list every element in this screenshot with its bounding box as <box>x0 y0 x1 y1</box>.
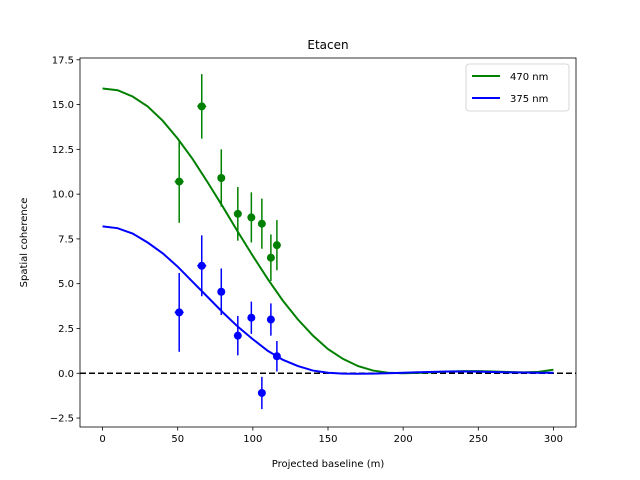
x-tick-label: 50 <box>171 434 184 445</box>
data-point-470nm-5 <box>257 219 266 228</box>
legend: 470 nm 375 nm <box>465 63 570 112</box>
data-point-470nm-4 <box>247 213 256 222</box>
data-points <box>175 102 281 397</box>
data-point-375nm-7 <box>272 352 281 361</box>
data-point-470nm-7 <box>272 241 281 250</box>
x-tick-label: 250 <box>469 434 488 445</box>
y-tick-label: 12.5 <box>52 145 74 156</box>
x-tick-label: 300 <box>544 434 563 445</box>
x-tick-label: 200 <box>394 434 413 445</box>
data-point-375nm-3 <box>233 331 242 340</box>
data-point-470nm-2 <box>217 174 226 183</box>
legend-label-375nm: 375 nm <box>510 94 548 105</box>
data-point-470nm-6 <box>266 253 275 262</box>
data-point-375nm-6 <box>266 315 275 324</box>
chart-title: Etacen <box>307 38 348 52</box>
y-tick-label: 7.5 <box>58 234 74 245</box>
y-axis-ticks: −2.5 0.0 2.5 5.0 7.5 10.0 12.5 15.0 17.5 <box>50 55 80 425</box>
x-axis-label: Projected baseline (m) <box>272 459 385 470</box>
y-tick-label: 2.5 <box>58 324 74 335</box>
data-point-375nm-5 <box>257 388 266 397</box>
x-tick-label: 0 <box>99 434 105 445</box>
x-tick-label: 100 <box>243 434 262 445</box>
y-tick-label: 15.0 <box>52 100 74 111</box>
y-tick-label: −2.5 <box>50 414 74 425</box>
y-tick-label: 10.0 <box>52 190 74 201</box>
model-curves <box>102 87 554 375</box>
data-point-375nm-2 <box>217 287 226 296</box>
model-curve-375nm <box>102 225 554 375</box>
x-axis-ticks: 0 50 100 150 200 250 300 <box>99 427 563 445</box>
data-point-470nm-0 <box>175 177 184 186</box>
data-point-470nm-3 <box>233 209 242 218</box>
data-point-375nm-1 <box>197 261 206 270</box>
data-point-470nm-1 <box>197 102 206 111</box>
x-tick-label: 150 <box>318 434 337 445</box>
legend-label-470nm: 470 nm <box>510 72 548 83</box>
y-tick-label: 5.0 <box>58 279 74 290</box>
y-tick-label: 17.5 <box>52 55 74 66</box>
y-tick-label: 0.0 <box>58 369 74 380</box>
y-axis-label: Spatial coherence <box>19 198 30 288</box>
data-point-375nm-0 <box>175 308 184 317</box>
data-point-375nm-4 <box>247 313 256 322</box>
